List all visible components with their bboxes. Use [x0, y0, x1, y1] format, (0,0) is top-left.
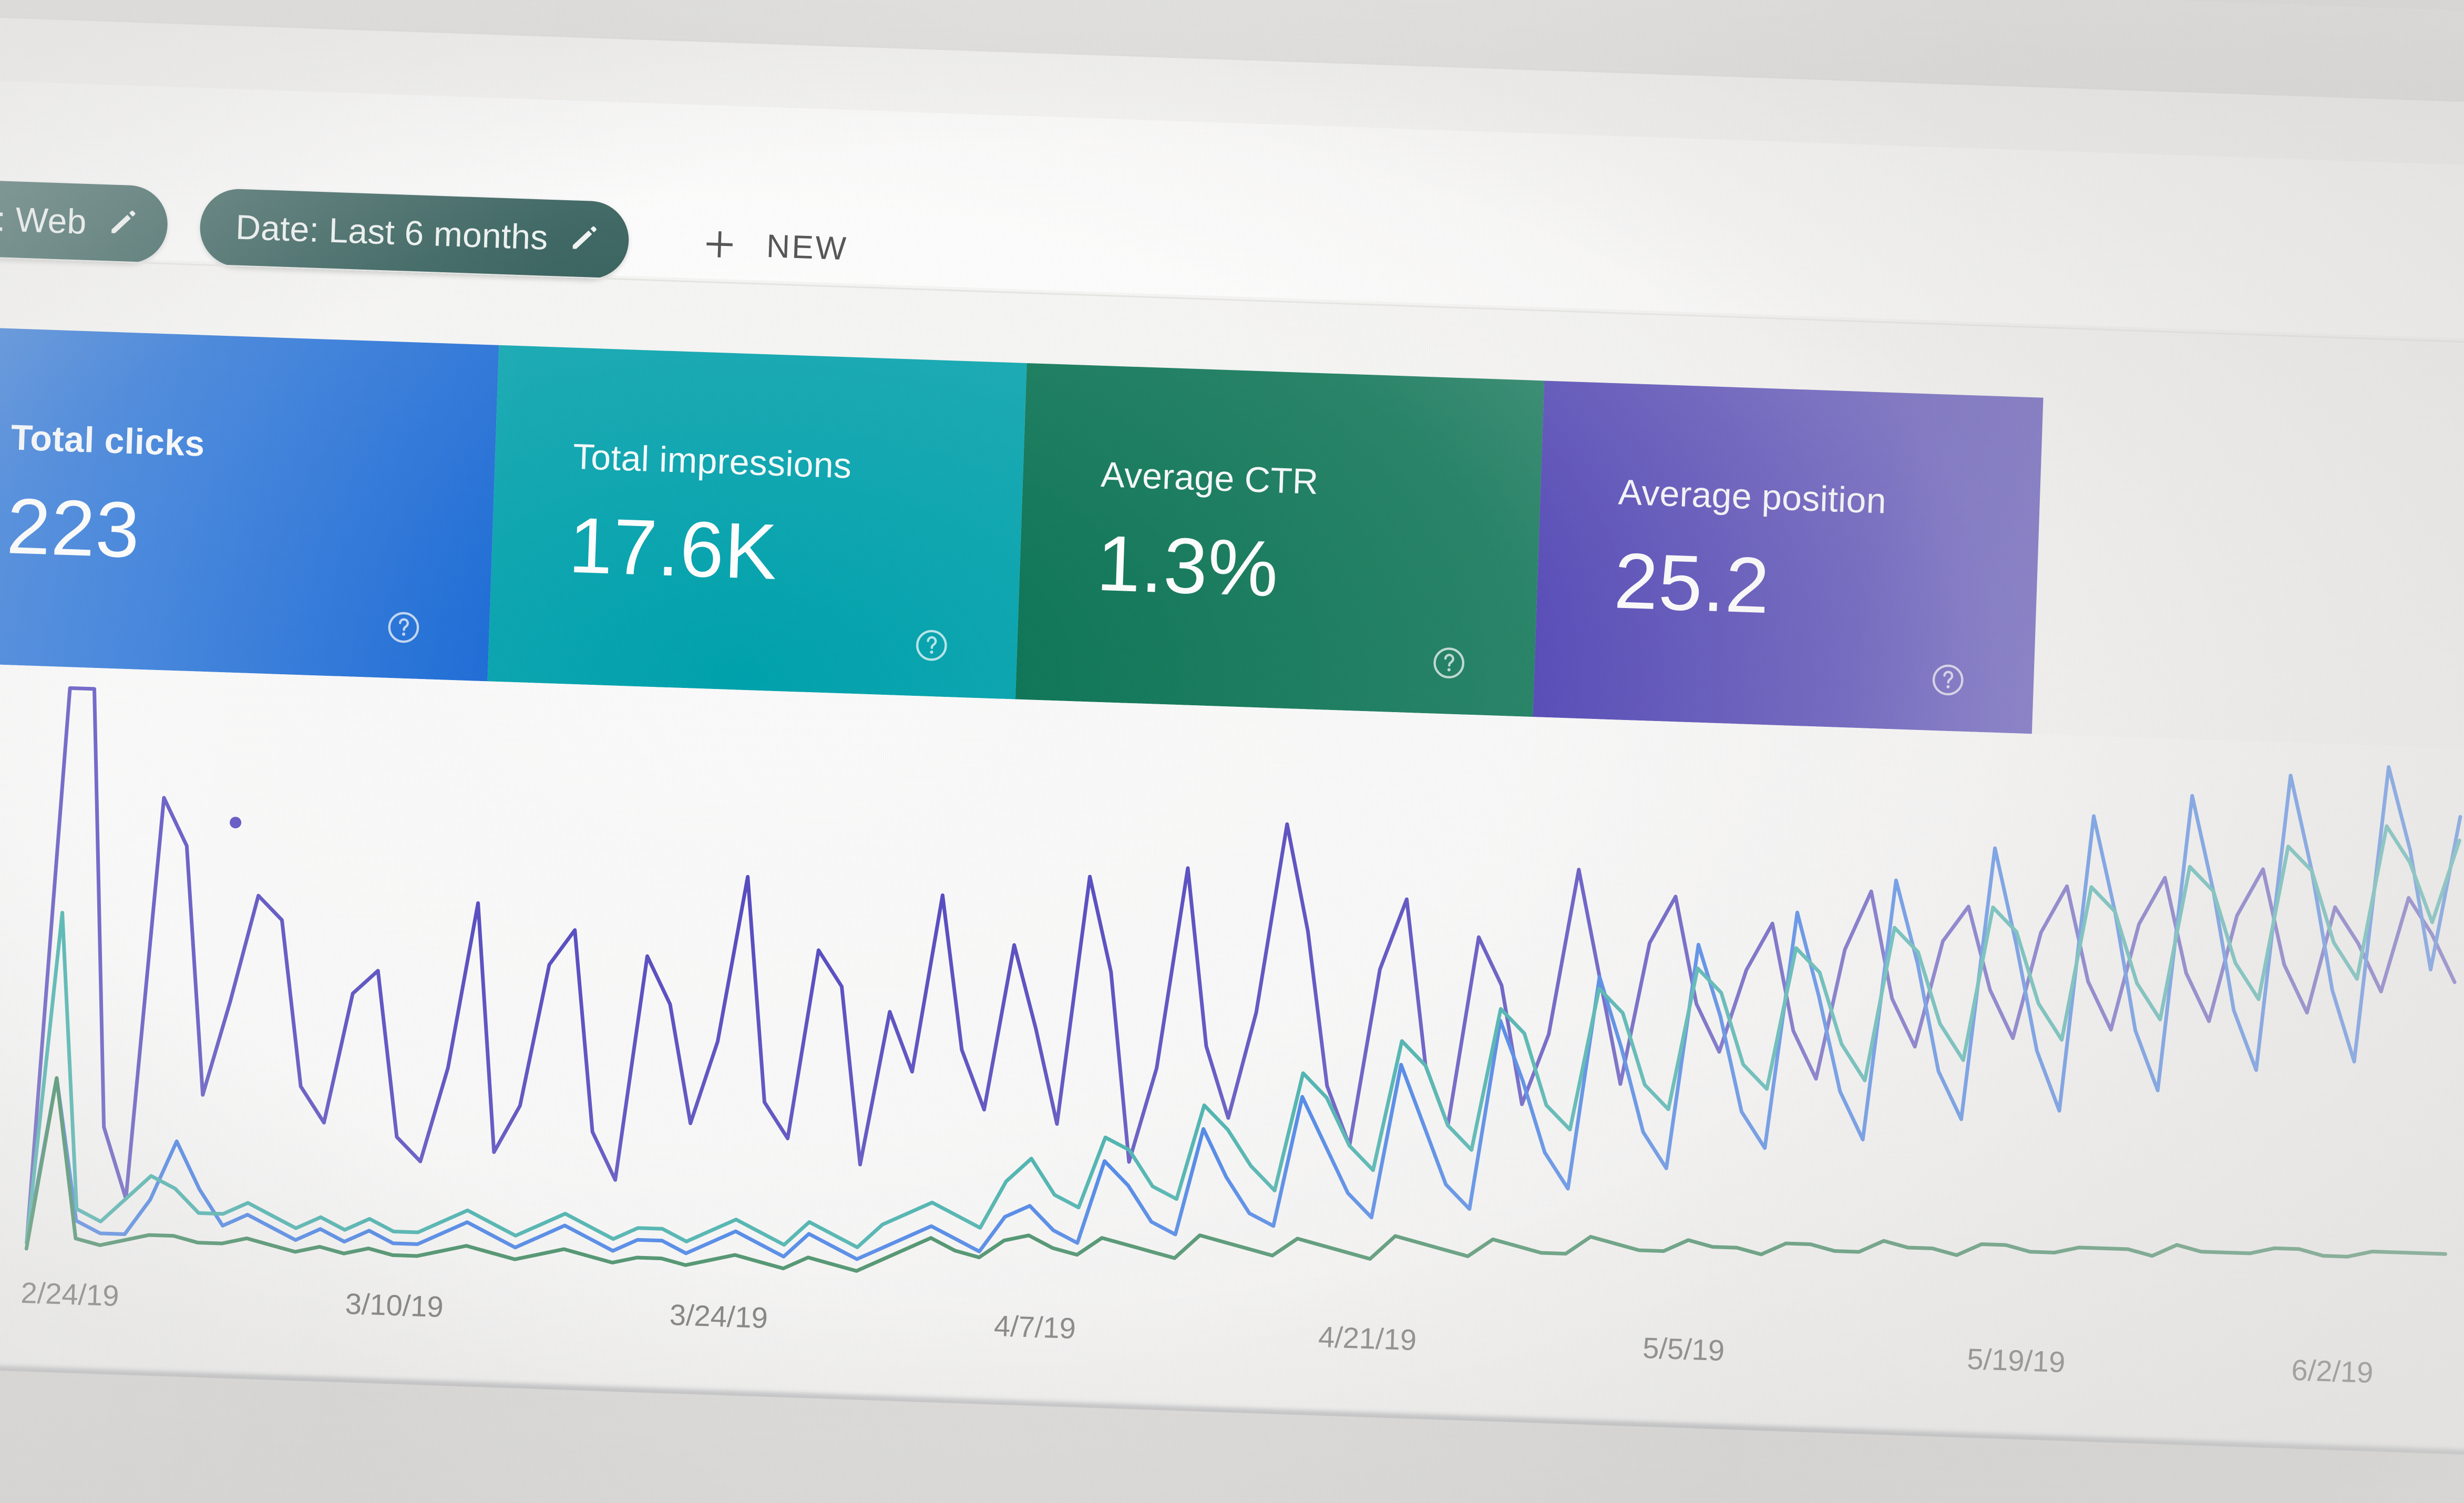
metric-card-value: 17.6K — [567, 500, 779, 596]
chart-x-tick-label: 5/19/19 — [1966, 1342, 2066, 1379]
metric-card-total-impressions[interactable]: Total impressions 17.6K — [487, 345, 1027, 699]
filter-chip-type-label: type: Web — [0, 197, 87, 241]
help-circle-icon[interactable] — [912, 626, 950, 664]
performance-line-chart[interactable] — [0, 662, 2464, 1370]
chart-x-tick-label: 4/21/19 — [1318, 1320, 1418, 1357]
metric-card-total-clicks[interactable]: Total clicks 223 — [0, 326, 499, 682]
chart-series-line — [24, 1076, 2448, 1273]
chart-x-tick-label: 3/10/19 — [344, 1286, 444, 1324]
pencil-icon — [111, 210, 136, 233]
filter-chip-type[interactable]: type: Web — [0, 174, 169, 265]
metric-card-value: 25.2 — [1613, 536, 1771, 630]
metric-card-label: Average position — [1617, 472, 1887, 521]
help-circle-icon[interactable] — [1929, 661, 1967, 699]
help-circle-icon[interactable] — [385, 609, 423, 646]
chart-series-line — [25, 824, 2461, 1249]
metric-card-label: Average CTR — [1100, 454, 1319, 502]
chart-x-tick-label: 2/24/19 — [20, 1275, 120, 1313]
metric-card-value: 223 — [5, 481, 142, 574]
chart-x-tick-label: 5/5/19 — [1642, 1331, 1726, 1367]
chart-x-tick-label: 4/7/19 — [993, 1309, 1076, 1345]
filter-chip-row: type: Web Date: Last 6 months — [0, 174, 849, 287]
help-circle-icon[interactable] — [1430, 644, 1468, 682]
metric-card-row: Total clicks 223 Total impressions 17.6K — [0, 326, 2044, 734]
filter-chip-date-label: Date: Last 6 months — [235, 207, 549, 257]
chart-x-tick-label: 6/2/19 — [2291, 1353, 2374, 1389]
metric-card-label: Total impressions — [572, 436, 853, 486]
metric-card-label: Total clicks — [10, 417, 206, 464]
new-filter-label: NEW — [766, 228, 849, 267]
metric-card-value: 1.3% — [1095, 518, 1280, 613]
metric-card-average-ctr[interactable]: Average CTR 1.3% — [1015, 363, 1545, 717]
filter-chip-date[interactable]: Date: Last 6 months — [198, 188, 630, 280]
chart-series-line — [25, 686, 2457, 1245]
pencil-icon — [572, 226, 597, 249]
plus-icon — [706, 231, 733, 258]
filter-toolbar: type: Web Date: Last 6 months — [0, 78, 2464, 341]
chart-series-line — [25, 765, 2462, 1261]
chart-data-point-marker — [230, 817, 242, 829]
performance-chart-panel: 2/24/19 3/10/19 3/24/19 4/7/19 4/21/19 5/5/19… — [0, 662, 2464, 1465]
metric-card-average-position[interactable]: Average position 25.2 — [1533, 380, 2044, 734]
new-filter-button[interactable]: NEW — [702, 225, 848, 267]
chart-x-tick-label: 3/24/19 — [669, 1298, 768, 1335]
screen-content: type: Web Date: Last 6 months — [0, 16, 2464, 1503]
